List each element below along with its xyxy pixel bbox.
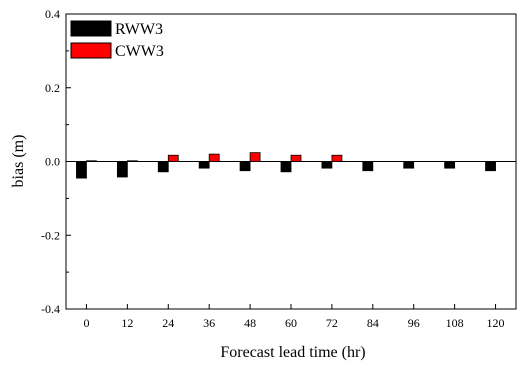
y-tick-label: 0.0 xyxy=(45,155,60,169)
x-tick-label: 24 xyxy=(162,316,174,330)
bar-rww3 xyxy=(444,161,456,169)
legend: RWW3 CWW3 xyxy=(70,20,164,60)
y-tick-label: -0.4 xyxy=(41,302,60,316)
bar-rww3 xyxy=(198,161,210,169)
bars-group xyxy=(76,152,496,179)
x-tick-label: 72 xyxy=(326,316,338,330)
y-tick-label: -0.2 xyxy=(41,228,60,242)
x-tick-label: 108 xyxy=(446,316,464,330)
bar-cww3 xyxy=(208,153,220,162)
bar-cww3 xyxy=(167,154,179,162)
bar-rww3 xyxy=(321,161,333,169)
x-tick-label: 36 xyxy=(203,316,215,330)
x-tick-label: 84 xyxy=(367,316,379,330)
x-tick-label: 120 xyxy=(487,316,505,330)
y-axis: -0.4 -0.2 0.0 0.2 0.4 xyxy=(41,7,71,316)
y-tick-label: 0.4 xyxy=(45,7,60,21)
bar-rww3 xyxy=(76,161,87,179)
y-tick-label: 0.2 xyxy=(45,81,60,95)
bar-rww3 xyxy=(403,161,415,169)
bar-rww3 xyxy=(157,161,169,173)
legend-swatch-rww3 xyxy=(70,20,112,37)
legend-label-rww3: RWW3 xyxy=(115,21,163,38)
bar-cww3 xyxy=(290,154,302,162)
bar-rww3 xyxy=(280,161,292,173)
x-axis: 0 12 24 36 48 60 72 84 96 108 120 xyxy=(83,304,505,330)
legend-label-cww3: CWW3 xyxy=(115,43,164,60)
x-axis-title: Forecast lead time (hr) xyxy=(220,344,365,361)
x-tick-label: 96 xyxy=(408,316,420,330)
bar-rww3 xyxy=(362,161,374,172)
bar-rww3 xyxy=(239,161,251,172)
bar-rww3 xyxy=(485,161,496,172)
x-tick-label: 12 xyxy=(121,316,133,330)
bar-rww3 xyxy=(116,161,128,178)
bar-cww3 xyxy=(86,160,97,162)
legend-swatch-cww3 xyxy=(70,42,112,59)
bar-cww3 xyxy=(249,152,261,162)
bar-cww3 xyxy=(126,160,138,162)
y-axis-title: bias (m) xyxy=(10,135,27,188)
bar-cww3 xyxy=(331,154,343,162)
x-tick-label: 48 xyxy=(244,316,256,330)
x-tick-label: 60 xyxy=(285,316,297,330)
x-tick-label: 0 xyxy=(83,316,89,330)
